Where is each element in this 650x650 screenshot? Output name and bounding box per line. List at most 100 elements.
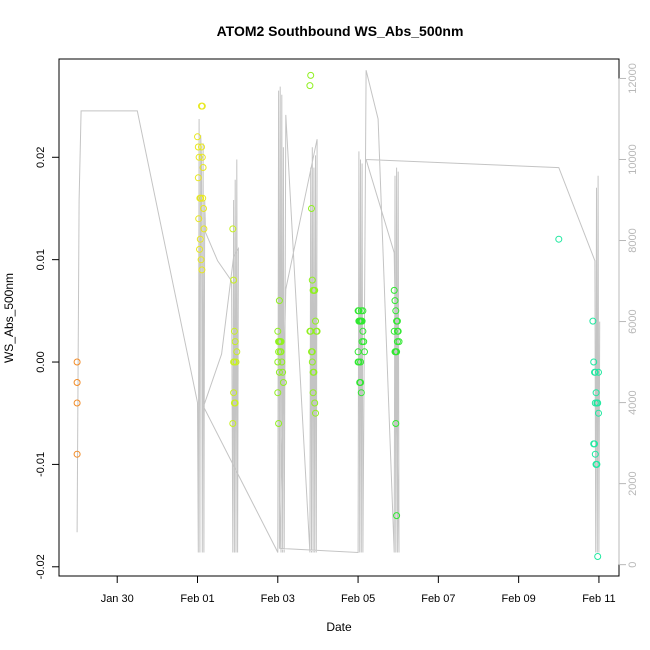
data-point	[274, 327, 282, 335]
scatter-points	[73, 71, 602, 560]
data-point	[393, 317, 401, 325]
x-axis: Jan 30 Feb 01 Feb 03 Feb 05 Feb 07 Feb 09 Feb …	[101, 575, 616, 605]
y2-tick-label: 2000	[627, 471, 639, 495]
data-point	[394, 327, 402, 335]
x-tick-label: Jan 30	[101, 593, 134, 605]
data-point	[312, 317, 319, 325]
data-point	[275, 420, 283, 427]
data-point	[311, 286, 319, 294]
data-point	[595, 368, 602, 376]
data-point	[229, 420, 237, 427]
y2-tick-label: 0	[627, 562, 639, 568]
data-point	[199, 164, 207, 171]
data-point	[200, 205, 207, 212]
data-point	[275, 368, 283, 376]
data-point	[198, 266, 206, 274]
x-tick-label: Feb 07	[421, 593, 455, 605]
series-5	[354, 307, 368, 397]
data-point	[359, 327, 367, 335]
data-point	[230, 276, 238, 284]
data-point	[195, 153, 203, 161]
y2-tick-label: 10000	[627, 144, 639, 175]
data-point	[312, 409, 319, 417]
data-point	[279, 379, 287, 386]
series-0	[73, 358, 81, 458]
data-point	[592, 460, 600, 468]
y-tick-label: -0.01	[35, 452, 47, 477]
data-point	[198, 143, 205, 151]
data-point	[393, 512, 401, 520]
series-7	[555, 235, 563, 243]
series-6	[390, 286, 403, 520]
x-tick-label: Feb 01	[180, 593, 214, 605]
data-point	[230, 389, 238, 397]
data-point	[197, 256, 205, 264]
data-point	[307, 327, 315, 335]
data-point	[354, 348, 362, 356]
data-point	[194, 133, 201, 141]
data-point	[231, 399, 239, 407]
data-point	[308, 358, 316, 366]
data-point	[275, 348, 283, 356]
data-point	[310, 368, 318, 376]
data-point	[390, 327, 398, 335]
line-series	[76, 70, 601, 554]
data-point	[198, 153, 206, 161]
data-point	[355, 307, 363, 315]
x-tick-label: Feb 11	[582, 593, 615, 605]
data-point	[230, 358, 238, 366]
data-point	[275, 297, 283, 305]
data-point	[589, 317, 597, 325]
chart-title: ATOM2 Southbound WS_Abs_500nm	[217, 23, 464, 39]
data-point	[390, 286, 398, 294]
x-tick-label: Feb 03	[261, 593, 295, 605]
data-point	[73, 450, 81, 458]
data-point	[196, 235, 204, 243]
data-point	[278, 358, 286, 366]
series-3	[274, 297, 287, 427]
data-point	[356, 317, 364, 325]
data-point	[73, 379, 81, 386]
data-point	[308, 348, 316, 356]
data-point	[391, 297, 399, 305]
data-point	[73, 358, 81, 366]
y2-tick-label: 4000	[627, 390, 639, 414]
data-point	[196, 245, 203, 253]
data-point	[73, 399, 81, 407]
series-2	[229, 225, 241, 427]
data-point	[277, 348, 285, 356]
data-point	[594, 553, 602, 560]
data-point	[199, 194, 207, 202]
y2-tick-label: 8000	[627, 228, 639, 252]
data-point	[311, 399, 319, 407]
data-point	[357, 307, 365, 315]
y-tick-label: 0.00	[35, 351, 47, 372]
data-point	[591, 399, 599, 407]
series-4	[306, 71, 321, 417]
y2-tick-label: 6000	[627, 309, 639, 333]
data-point	[274, 358, 282, 366]
y2-tick-label: 12000	[627, 63, 639, 94]
data-point	[392, 307, 400, 315]
x-tick-label: Feb 05	[341, 593, 375, 605]
x-tick-label: Feb 09	[502, 593, 536, 605]
data-point	[555, 235, 563, 243]
data-point	[392, 420, 400, 427]
y-tick-label: 0.01	[35, 249, 47, 270]
y-tick-label: 0.02	[35, 147, 47, 168]
data-point	[594, 399, 602, 407]
data-point	[307, 71, 315, 79]
data-point	[393, 338, 401, 346]
data-point	[358, 317, 366, 325]
y-axis: -0.02 -0.01 0.00 0.01 0.02	[35, 147, 60, 579]
data-point	[357, 358, 364, 366]
data-point	[357, 379, 364, 386]
y-axis-label: WS_Abs_500nm	[2, 273, 16, 363]
data-point	[231, 338, 239, 346]
data-point	[591, 440, 598, 448]
data-point	[357, 389, 365, 397]
data-point	[197, 194, 205, 202]
data-point	[198, 102, 206, 110]
right-axis-line-series	[76, 70, 601, 554]
